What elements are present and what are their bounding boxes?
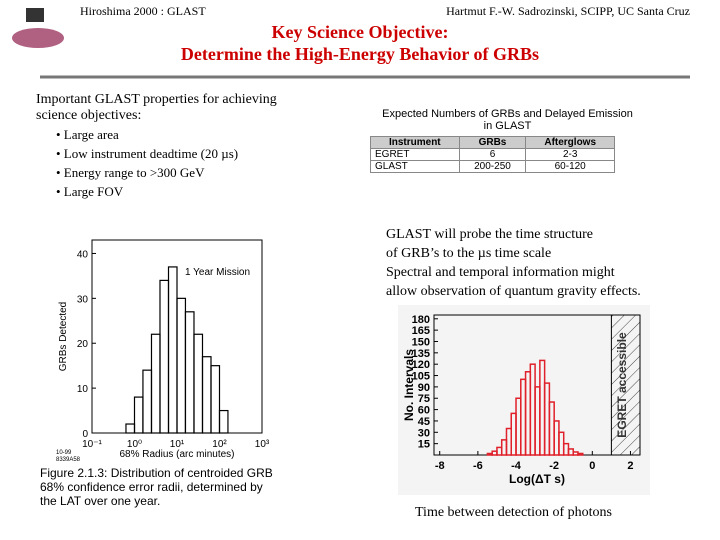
intro: Important GLAST properties for achieving xyxy=(36,92,277,107)
bin xyxy=(159,279,170,434)
code: 8339A58 xyxy=(56,457,81,463)
header-right: Hartmut F.-W. Sadrozinski, SCIPP, UC San… xyxy=(446,4,690,18)
note: Spectral and temporal information might xyxy=(386,265,615,280)
bin xyxy=(210,365,221,434)
bullet: • Energy range to >300 GeV xyxy=(56,165,205,180)
x-tick-label: -6 xyxy=(473,460,483,472)
x-tick-label: 10³ xyxy=(255,439,270,450)
th: GRBs xyxy=(458,136,527,149)
td: 60-120 xyxy=(525,160,615,173)
y-tick-label: 45 xyxy=(418,416,430,428)
bin xyxy=(193,333,204,434)
td: EGRET xyxy=(370,148,460,161)
x-tick-label: 10¹ xyxy=(170,439,185,450)
figure2-caption: Time between detection of photons xyxy=(415,505,613,520)
y-tick-label: 40 xyxy=(77,249,89,260)
bullet: • Large area xyxy=(56,127,119,142)
y-tick-label: 60 xyxy=(418,405,430,417)
x-tick-label: -8 xyxy=(435,460,445,472)
x-tick-label: 10² xyxy=(212,439,227,450)
notes: GLAST will probe the time structure of G… xyxy=(386,225,641,301)
bin xyxy=(184,311,195,434)
figure1: 0 10 20 30 40 10⁻¹ 10⁰ 10¹ 10² 10³ GRBs Detected 68… xyxy=(56,239,270,463)
note: of GRB’s to the µs time scale xyxy=(386,246,552,261)
x-tick-label: 10⁻¹ xyxy=(82,439,102,450)
bin xyxy=(150,333,161,434)
td: GLAST xyxy=(370,160,460,173)
intro: science objectives: xyxy=(36,108,142,123)
table-caption: Expected Numbers of GRBs and Delayed Emi… xyxy=(382,108,633,132)
bin xyxy=(218,409,229,434)
x-axis-label: Log(ΔT s) xyxy=(509,472,565,486)
y-axis-label: GRBs Detected xyxy=(58,302,69,371)
title: Determine the High-Energy Behavior of GR… xyxy=(180,44,540,64)
table: Instrument GRBs Afterglows EGRET 6 2-3 GLAST… xyxy=(370,136,615,173)
shaded-region xyxy=(610,314,641,456)
y-tick-label: 30 xyxy=(77,294,89,305)
td: 2-3 xyxy=(525,148,615,161)
annotation: EGRET accessible xyxy=(615,332,629,438)
bullet: • Large FOV xyxy=(56,184,124,199)
th: Instrument xyxy=(370,136,460,149)
bin xyxy=(142,369,153,434)
y-tick-label: 0 xyxy=(82,429,88,440)
code: 10-99 xyxy=(56,450,72,456)
y-tick-label: 30 xyxy=(418,427,430,439)
y-tick-label: 90 xyxy=(418,382,430,394)
logo xyxy=(26,8,44,22)
header-left: Hiroshima 2000 : GLAST xyxy=(80,4,206,18)
bullets: • Large area • Low instrument deadtime (… xyxy=(56,125,238,201)
title: Key Science Objective: xyxy=(271,22,449,42)
logo xyxy=(12,28,64,48)
y-tick-label: 165 xyxy=(412,325,430,337)
bullet: • Low instrument deadtime (20 µs) xyxy=(56,146,239,161)
bin xyxy=(577,452,584,456)
x-tick-label: 10⁰ xyxy=(127,439,142,450)
x-tick-label: 2 xyxy=(627,460,633,472)
bin xyxy=(133,396,144,434)
y-tick-label: 15 xyxy=(418,439,430,451)
y-tick-label: 105 xyxy=(412,371,430,383)
bin xyxy=(176,297,187,434)
th: Afterglows xyxy=(525,136,615,149)
y-tick-label: 10 xyxy=(77,384,89,395)
y-axis-label: No. Intervals xyxy=(402,349,416,421)
x-tick-label: -4 xyxy=(511,460,522,472)
y-tick-label: 120 xyxy=(412,359,430,371)
bin xyxy=(167,266,178,434)
y-tick-label: 150 xyxy=(412,336,430,348)
figure-frame xyxy=(398,305,650,495)
x-tick-label: -2 xyxy=(549,460,559,472)
y-tick-label: 20 xyxy=(77,339,89,350)
y-tick-label: 75 xyxy=(418,393,430,405)
x-tick-label: 0 xyxy=(589,460,595,472)
figure1-caption: Figure 2.1.3: Distribution of centroided… xyxy=(40,466,273,508)
note: GLAST will probe the time structure xyxy=(386,227,593,242)
td: 200-250 xyxy=(458,160,527,173)
x-axis-label: 68% Radius (arc minutes) xyxy=(119,449,234,460)
bin xyxy=(125,423,136,434)
legend: 1 Year Mission xyxy=(185,267,250,278)
td: 6 xyxy=(458,148,527,161)
note: allow observation of quantum gravity eff… xyxy=(386,284,641,299)
y-tick-label: 135 xyxy=(412,348,430,360)
bin xyxy=(201,356,212,434)
y-tick-label: 180 xyxy=(412,314,430,326)
